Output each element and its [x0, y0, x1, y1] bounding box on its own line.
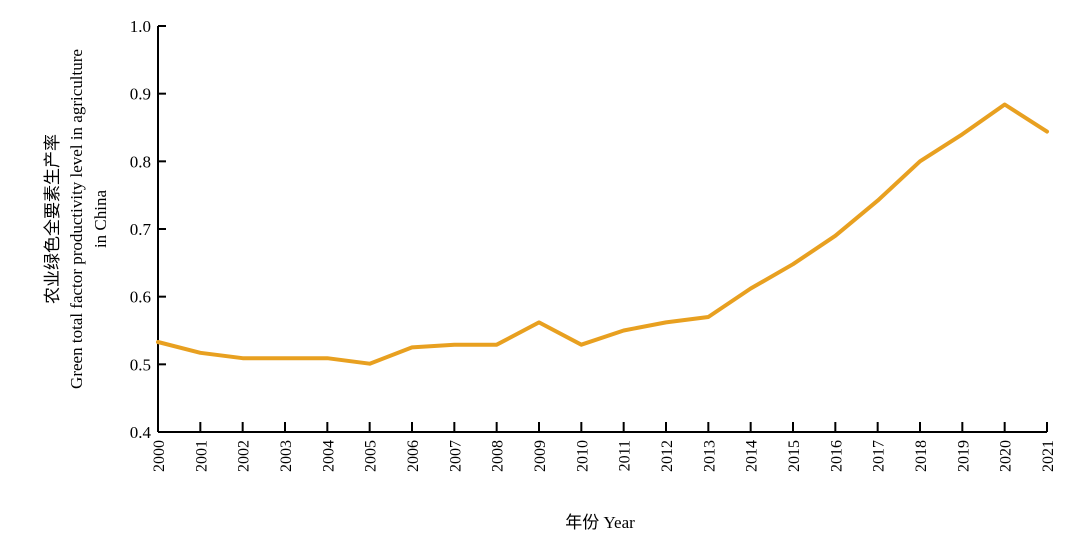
x-axis-ticks: 2000 2001 2002 2003 2004 2005 2006 2007 2008 2009…	[151, 422, 1057, 472]
data-point	[664, 320, 668, 324]
x-tick-label: 2012	[659, 440, 676, 472]
x-tick-label: 2021	[1040, 440, 1057, 472]
x-tick-label: 2015	[786, 440, 803, 472]
y-axis-title-line: 农业绿色全要素生产率	[43, 134, 62, 304]
y-tick-label: 0.7	[130, 220, 152, 239]
y-tick-label: 0.6	[130, 288, 151, 307]
data-point	[495, 343, 499, 347]
x-tick-label: 2001	[193, 440, 210, 472]
x-tick-label: 2006	[405, 440, 422, 472]
axes	[157, 26, 1047, 433]
data-point	[537, 320, 541, 324]
data-point	[622, 329, 626, 332]
data-point	[876, 199, 880, 203]
data-point	[706, 315, 710, 319]
series-group	[156, 102, 1049, 366]
data-point	[579, 343, 583, 347]
x-tick-label: 2018	[913, 440, 930, 472]
y-tick-label: 0.5	[130, 355, 151, 374]
y-tick-label: 0.4	[130, 423, 152, 442]
x-tick-label: 2003	[278, 440, 295, 472]
x-tick-label: 2010	[574, 440, 591, 472]
x-tick-label: 2009	[532, 440, 549, 472]
x-tick-label: 2007	[447, 440, 464, 472]
data-point	[410, 345, 414, 349]
y-axis-title-line: in China	[91, 190, 110, 249]
x-axis-title: 年份 Year	[565, 513, 635, 532]
data-point	[918, 159, 922, 163]
data-point	[241, 356, 245, 360]
x-tick-label: 2011	[617, 440, 634, 471]
data-point	[452, 343, 456, 347]
x-tick-label: 2019	[955, 440, 972, 472]
y-axis-title: 农业绿色全要素生产率 Green total factor productivit…	[43, 49, 110, 389]
x-tick-label: 2004	[320, 440, 337, 472]
data-point	[368, 362, 372, 366]
data-point	[283, 356, 287, 360]
y-tick-label: 0.8	[130, 152, 151, 171]
x-tick-label: 2005	[363, 440, 380, 472]
y-tick-label: 1.0	[130, 17, 151, 36]
y-axis-ticks: 0.4 0.5 0.6 0.7 0.8 0.9 1.0	[130, 17, 166, 442]
x-tick-label: 2014	[744, 440, 761, 472]
y-tick-label: 0.9	[130, 85, 151, 104]
data-point	[791, 262, 795, 266]
x-tick-label: 2000	[151, 440, 168, 472]
data-point	[325, 356, 329, 360]
data-point	[749, 287, 753, 291]
x-tick-label: 2002	[236, 440, 253, 472]
data-point	[156, 340, 160, 344]
x-tick-label: 2013	[701, 440, 718, 472]
x-tick-label: 2017	[871, 440, 888, 472]
data-point	[833, 234, 837, 238]
x-tick-label: 2016	[828, 440, 845, 472]
y-axis-title-line: Green total factor productivity level in…	[67, 49, 86, 389]
series-line-0	[156, 102, 1049, 366]
x-tick-label: 2020	[998, 440, 1015, 472]
data-point	[960, 132, 964, 136]
data-point	[198, 351, 202, 355]
data-point	[1003, 102, 1007, 106]
data-point	[1045, 130, 1049, 134]
x-tick-label: 2008	[490, 440, 507, 472]
